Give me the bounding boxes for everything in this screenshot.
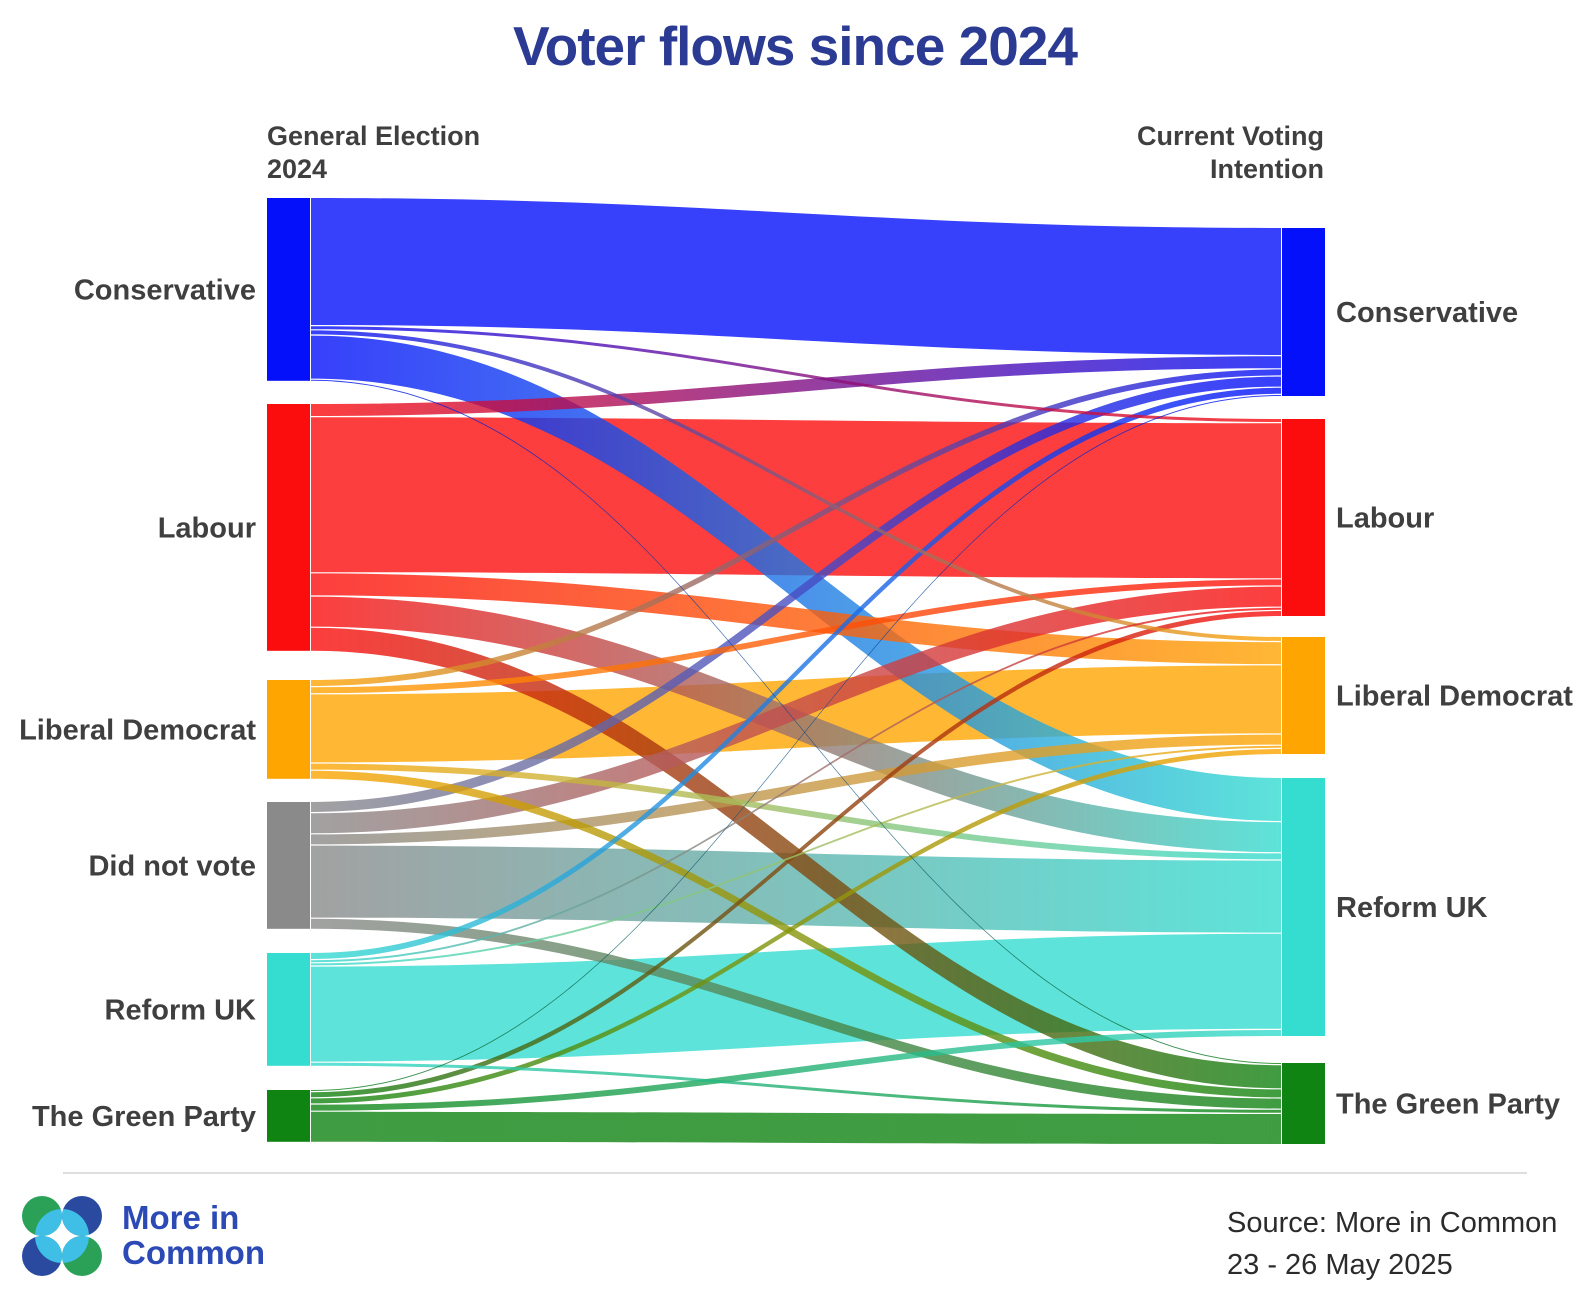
flow-grn-to-lab bbox=[311, 611, 1281, 1098]
node-label-right-conservative: Conservative bbox=[1336, 297, 1518, 329]
node-label-left-labour: Labour bbox=[158, 513, 256, 545]
more-in-common-logo bbox=[22, 1196, 102, 1276]
flow-ref-to-con bbox=[311, 387, 1281, 959]
node-label-left-the-green-party: The Green Party bbox=[32, 1101, 256, 1133]
node-bar-did-not-vote bbox=[267, 802, 310, 929]
flow-lab-to-ld bbox=[311, 573, 1281, 665]
node-label-left-did-not-vote: Did not vote bbox=[88, 851, 256, 883]
source-attribution: Source: More in Common 23 - 26 May 2025 bbox=[1227, 1202, 1557, 1286]
flow-dnv-to-con bbox=[311, 376, 1281, 812]
flow-ld-to-grn bbox=[311, 770, 1281, 1098]
footer-divider bbox=[63, 1172, 1527, 1174]
flow-ref-to-grn bbox=[311, 1062, 1281, 1113]
logo-wordmark-line1: More in bbox=[122, 1199, 240, 1236]
logo-wordmark-line2: Common bbox=[122, 1234, 265, 1271]
flow-con-to-lab bbox=[311, 326, 1281, 422]
flow-ref-to-ref bbox=[311, 933, 1281, 1062]
logo-wordmark: More in Common bbox=[122, 1200, 265, 1270]
flow-grn-to-ref bbox=[311, 1030, 1281, 1111]
flow-grn-to-con bbox=[311, 395, 1281, 1091]
node-bar-reform-uk bbox=[1282, 778, 1325, 1036]
flow-lab-to-ref bbox=[311, 596, 1281, 853]
node-label-right-liberal-democrat: Liberal Democrat bbox=[1336, 681, 1573, 713]
flow-dnv-to-ref bbox=[311, 845, 1281, 933]
node-label-right-the-green-party: The Green Party bbox=[1336, 1089, 1560, 1121]
node-label-left-conservative: Conservative bbox=[74, 275, 256, 307]
node-bar-the-green-party bbox=[267, 1090, 310, 1142]
node-bar-labour bbox=[267, 404, 310, 651]
flow-lab-to-lab bbox=[311, 417, 1281, 579]
node-bar-conservative bbox=[1282, 228, 1325, 396]
page-title: Voter flows since 2024 bbox=[513, 15, 1078, 77]
flow-ld-to-ref bbox=[311, 763, 1281, 860]
node-label-left-reform-uk: Reform UK bbox=[105, 995, 257, 1027]
flow-lab-to-grn bbox=[311, 627, 1281, 1089]
flow-lab-to-con bbox=[311, 356, 1281, 416]
flow-con-to-con bbox=[311, 198, 1281, 355]
node-bar-liberal-democrat bbox=[267, 680, 310, 779]
right-column-header-line1: Current Voting bbox=[1137, 121, 1324, 151]
flow-dnv-to-lab bbox=[311, 586, 1281, 834]
flow-dnv-to-ld bbox=[311, 734, 1281, 845]
right-column-header-line2: Intention bbox=[1210, 154, 1324, 184]
right-column-header: Current Voting Intention bbox=[1137, 120, 1324, 186]
flow-grn-to-grn bbox=[311, 1111, 1281, 1144]
flow-grn-to-ld bbox=[311, 749, 1281, 1104]
node-label-right-labour: Labour bbox=[1336, 503, 1434, 535]
flow-con-to-grn bbox=[311, 379, 1281, 1064]
node-label-right-reform-uk: Reform UK bbox=[1336, 892, 1488, 924]
left-column-header-line2: 2024 bbox=[267, 154, 328, 184]
logo-center-petals bbox=[35, 1209, 89, 1263]
flow-ld-to-lab bbox=[311, 579, 1281, 694]
source-line2: 23 - 26 May 2025 bbox=[1227, 1249, 1453, 1281]
node-bar-reform-uk bbox=[267, 953, 310, 1066]
node-bar-the-green-party bbox=[1282, 1063, 1325, 1144]
flow-con-to-ref bbox=[311, 335, 1281, 821]
node-bar-labour bbox=[1282, 419, 1325, 616]
flow-ld-to-con bbox=[311, 369, 1281, 686]
flow-con-to-ld bbox=[311, 330, 1281, 641]
source-line1: Source: More in Common bbox=[1227, 1207, 1558, 1239]
flow-ref-to-lab bbox=[311, 607, 1281, 963]
node-bar-liberal-democrat bbox=[1282, 637, 1325, 754]
node-label-left-liberal-democrat: Liberal Democrat bbox=[19, 715, 256, 747]
flow-ref-to-ld bbox=[311, 745, 1281, 966]
left-column-header: General Election 2024 bbox=[267, 120, 480, 186]
node-bar-conservative bbox=[267, 198, 310, 381]
left-column-header-line1: General Election bbox=[267, 121, 481, 151]
flow-dnv-to-grn bbox=[311, 918, 1281, 1109]
